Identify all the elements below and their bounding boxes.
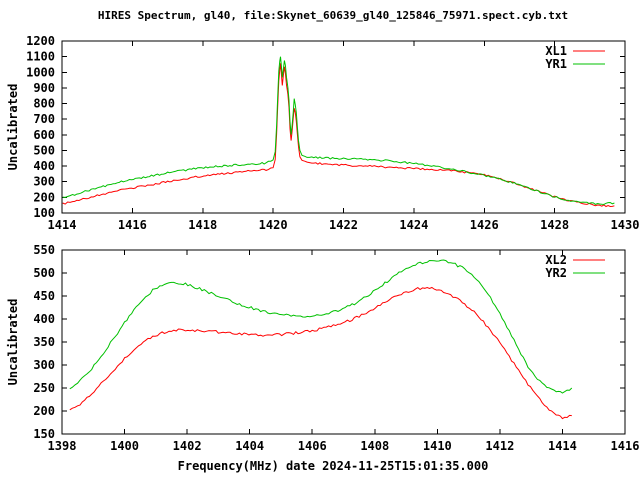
x-tick-label: 1402 (173, 439, 202, 453)
y-tick-label: 700 (33, 112, 55, 126)
x-tick-label: 1430 (611, 218, 640, 232)
legend-label-YR2: YR2 (545, 266, 567, 280)
x-tick-label: 1428 (540, 218, 569, 232)
y-tick-label: 800 (33, 97, 55, 111)
y-tick-label: 500 (33, 266, 55, 280)
x-tick-label: 1416 (118, 218, 147, 232)
x-tick-label: 1400 (110, 439, 139, 453)
y-tick-label: 200 (33, 190, 55, 204)
y-tick-label: 400 (33, 312, 55, 326)
y-tick-label: 1000 (26, 65, 55, 79)
plot-title: HIRES Spectrum, gl40, file:Skynet_60639_… (97, 9, 569, 22)
x-tick-label: 1406 (298, 439, 327, 453)
x-tick-label: 1414 (548, 439, 577, 453)
y-tick-label: 400 (33, 159, 55, 173)
x-tick-label: 1426 (470, 218, 499, 232)
y-tick-label: 550 (33, 243, 55, 257)
series-XL1 (62, 63, 615, 208)
x-axis-label: Frequency(MHz) date 2024-11-25T15:01:35.… (177, 459, 489, 473)
x-tick-label: 1410 (423, 439, 452, 453)
x-tick-label: 1412 (485, 439, 514, 453)
series-YR2 (69, 259, 573, 394)
x-tick-label: 1408 (360, 439, 389, 453)
y-tick-label: 200 (33, 404, 55, 418)
x-tick-label: 1420 (259, 218, 288, 232)
x-tick-label: 1398 (48, 439, 77, 453)
x-tick-label: 1422 (329, 218, 358, 232)
x-tick-label: 1416 (611, 439, 640, 453)
x-tick-label: 1404 (235, 439, 264, 453)
y-tick-label: 350 (33, 335, 55, 349)
series-XL2 (69, 286, 572, 420)
y-tick-label: 900 (33, 81, 55, 95)
legend-label-XL2: XL2 (545, 253, 567, 267)
legend-label-YR1: YR1 (545, 57, 567, 71)
y-tick-label: 300 (33, 175, 55, 189)
y-tick-label: 500 (33, 143, 55, 157)
y-tick-label: 450 (33, 289, 55, 303)
plot-border (61, 249, 626, 435)
y-tick-label: 150 (33, 427, 55, 441)
plot-border (61, 40, 626, 214)
y-tick-label: 1100 (26, 50, 55, 64)
y-tick-label: 100 (33, 206, 55, 220)
x-tick-label: 1424 (399, 218, 428, 232)
y-tick-label: 600 (33, 128, 55, 142)
y-tick-label: 300 (33, 358, 55, 372)
y-tick-label: 1200 (26, 34, 55, 48)
y-tick-label: 250 (33, 381, 55, 395)
x-tick-label: 1414 (48, 218, 77, 232)
x-tick-label: 1418 (188, 218, 217, 232)
legend-label-XL1: XL1 (545, 44, 567, 58)
series-YR1 (62, 56, 615, 205)
